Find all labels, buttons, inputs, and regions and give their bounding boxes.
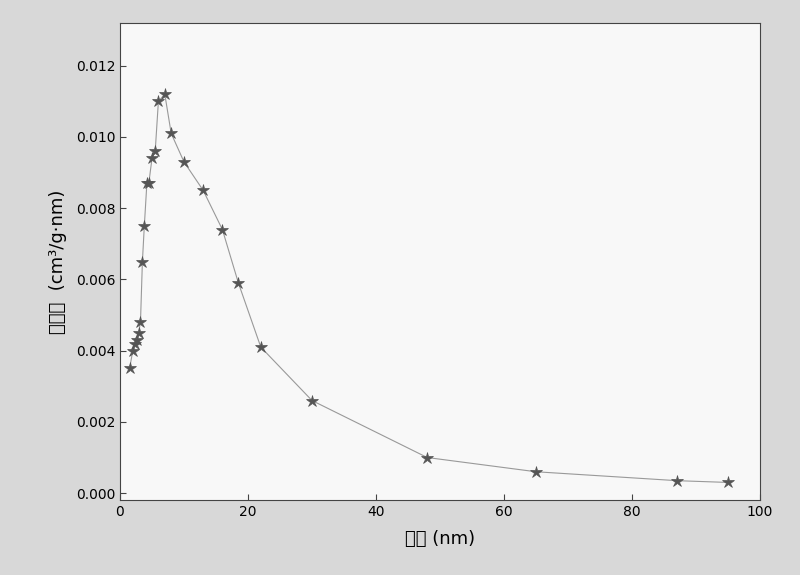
Y-axis label: 孔体积  (cm³/g·nm): 孔体积 (cm³/g·nm) bbox=[50, 189, 67, 334]
X-axis label: 孔径 (nm): 孔径 (nm) bbox=[405, 530, 475, 548]
